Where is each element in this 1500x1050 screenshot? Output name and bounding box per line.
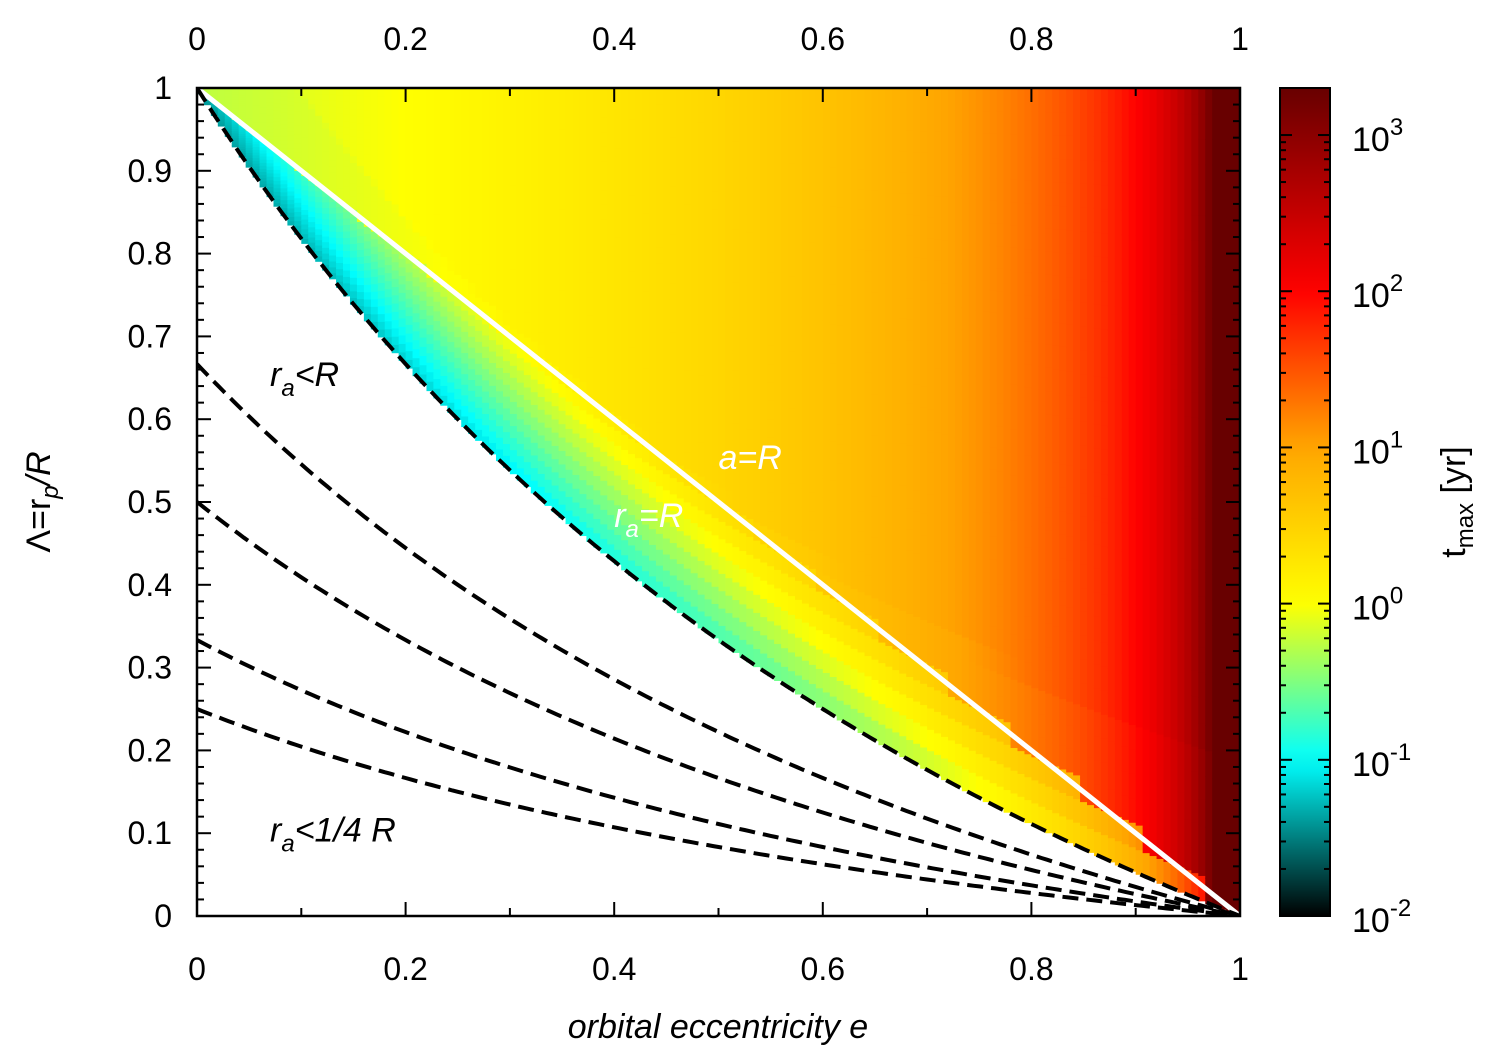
y-axis-label: Λ=rp/R xyxy=(20,451,64,552)
y-tick-label: 0.1 xyxy=(128,815,172,851)
colorbar-tick-label: 100 xyxy=(1352,583,1403,628)
curve-2 xyxy=(197,362,1240,916)
y-tick-label: 0.4 xyxy=(128,567,172,603)
x-tick-label: 0 xyxy=(188,951,206,987)
y-tick-label: 0.7 xyxy=(128,318,172,354)
y-tick-label: 1 xyxy=(154,70,172,106)
colorbar-ticks: 10-2 10-1 100 101 102 103 xyxy=(1280,87,1411,940)
x-axis-label: orbital eccentricity e xyxy=(568,1008,868,1046)
colorbar-tick-label: 102 xyxy=(1352,270,1403,315)
x-top-tick-label: 0.6 xyxy=(801,21,845,57)
x-top-tick-label: 0 xyxy=(188,21,206,57)
colorbar-gradient xyxy=(1279,87,1331,917)
y-tick-label: 0.6 xyxy=(128,401,172,437)
y-tick-label: 0.3 xyxy=(128,650,172,686)
curve-1 xyxy=(197,88,1240,916)
axis-ticks xyxy=(196,87,1241,917)
curves xyxy=(197,88,1240,916)
x-top-tick-label: 0.2 xyxy=(383,21,427,57)
x-tick-label: 0.4 xyxy=(592,951,636,987)
colorbar-tick-label: 10-1 xyxy=(1352,739,1411,784)
annotation-ra-lt-quarter-R: ra<1/4 R xyxy=(270,811,396,857)
annotation-ra-eq-R: ra=R xyxy=(614,497,683,543)
y-tick-label: 0.8 xyxy=(128,236,172,272)
curve-4 xyxy=(197,638,1240,916)
annotations: ra<R ra<1/4 R a=R ra=R xyxy=(270,356,782,857)
x-tick-label: 0.8 xyxy=(1009,951,1053,987)
annotation-ra-lt-R: ra<R xyxy=(270,356,339,402)
y-tick-label: 0.9 xyxy=(128,153,172,189)
curve-0 xyxy=(197,88,1240,916)
x-top-tick-label: 0.8 xyxy=(1009,21,1053,57)
x-top-tick-label: 1 xyxy=(1231,21,1249,57)
annotation-a-eq-R: a=R xyxy=(719,439,782,477)
colorbar: 10-2 10-1 100 101 102 103 tmax [yr] xyxy=(1279,87,1479,940)
x-top-tick-label: 0.4 xyxy=(592,21,636,57)
y-tick-label: 0.2 xyxy=(128,732,172,768)
tick-labels: 000.20.20.40.40.60.60.80.81100.10.20.30.… xyxy=(128,21,1249,987)
x-tick-label: 1 xyxy=(1231,951,1249,987)
x-tick-label: 0.6 xyxy=(801,951,845,987)
colorbar-tick-label: 101 xyxy=(1352,426,1403,471)
colorbar-tick-label: 10-2 xyxy=(1352,895,1411,940)
curve-5 xyxy=(197,707,1240,916)
y-tick-label: 0 xyxy=(154,898,172,934)
colorbar-tick-label: 103 xyxy=(1352,114,1403,159)
colorbar-label: tmax [yr] xyxy=(1435,446,1479,557)
x-tick-label: 0.2 xyxy=(383,951,427,987)
heatmap-area xyxy=(197,88,1240,916)
y-tick-label: 0.5 xyxy=(128,484,172,520)
